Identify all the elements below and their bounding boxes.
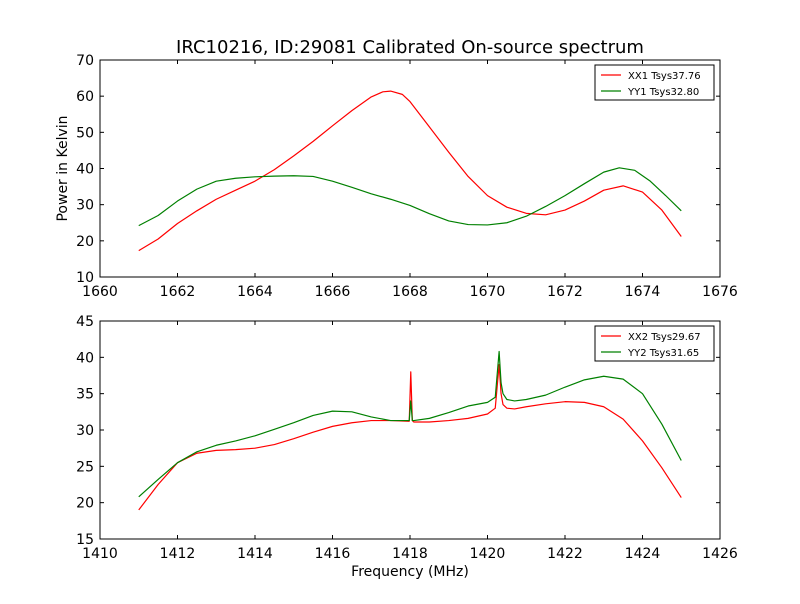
y-tick-label: 70	[76, 53, 94, 69]
x-tick-label: 1676	[702, 284, 738, 300]
y-tick-label: 50	[76, 125, 94, 141]
legend-box	[594, 325, 715, 362]
y-tick-label: 40	[76, 350, 94, 366]
x-tick-label: 1416	[315, 546, 351, 562]
legend-box	[594, 64, 715, 101]
y-tick-label: 35	[76, 387, 94, 403]
y-tick-label: 10	[76, 270, 94, 286]
x-tick-label: 1418	[392, 546, 428, 562]
x-tick-label: 1664	[237, 284, 273, 300]
y-tick-label: 25	[76, 459, 94, 475]
x-tick-label: 1410	[82, 546, 118, 562]
y-tick-label: 20	[76, 234, 94, 250]
series-line-2-2	[138, 350, 682, 498]
x-tick-label: 1414	[237, 546, 273, 562]
y-axis-label: Power in Kelvin	[55, 115, 71, 221]
y-tick-label: 30	[76, 198, 94, 214]
chart-title: IRC10216, ID:29081 Calibrated On-source …	[176, 37, 644, 58]
legend-label: YY2 Tsys31.65	[627, 348, 699, 359]
x-tick-label: 1422	[547, 546, 583, 562]
y-tick-label: 30	[76, 423, 94, 439]
x-tick-label: 1660	[82, 284, 118, 300]
y-tick-label: 45	[76, 314, 94, 330]
y-tick-label: 60	[76, 89, 94, 105]
x-tick-label: 1672	[547, 284, 583, 300]
series-line-1-2	[138, 167, 682, 227]
x-tick-label: 1424	[625, 546, 661, 562]
x-tick-label: 1662	[160, 284, 196, 300]
x-tick-label: 1670	[470, 284, 506, 300]
legend-label: XX2 Tsys29.67	[628, 332, 701, 343]
series-line-1-1	[138, 90, 682, 252]
y-tick-label: 40	[76, 162, 94, 178]
y-tick-label: 15	[76, 532, 94, 548]
x-tick-label: 1412	[160, 546, 196, 562]
series-line-2-1	[138, 364, 682, 511]
legend-label: XX1 Tsys37.76	[628, 71, 701, 82]
x-axis-label: Frequency (MHz)	[351, 564, 469, 580]
x-tick-label: 1666	[315, 284, 351, 300]
legend-label: YY1 Tsys32.80	[627, 87, 699, 98]
legend: XX1 Tsys37.76 YY1 Tsys32.80	[594, 64, 715, 101]
x-tick-label: 1426	[702, 546, 738, 562]
legend: XX2 Tsys29.67 YY2 Tsys31.65	[594, 325, 715, 362]
y-tick-label: 20	[76, 496, 94, 512]
x-tick-label: 1674	[625, 284, 661, 300]
x-tick-label: 1668	[392, 284, 428, 300]
bottom-panel: 1410 1412 1414 1416 1418 1420 1422 1424 1426 15 20…	[76, 314, 738, 580]
top-panel: 1660 1662 1664 1666 1668 1670 1672 1674 1676 10 20…	[55, 53, 738, 300]
x-tick-label: 1420	[470, 546, 506, 562]
